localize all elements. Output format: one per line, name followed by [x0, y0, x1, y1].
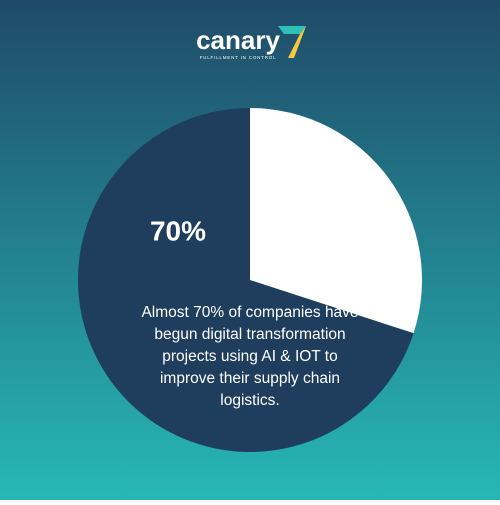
pie	[77, 108, 423, 453]
annotation-line: begun digital transformation	[154, 326, 345, 343]
brand-tagline: FULFILLMENT IN CONTROL	[200, 55, 277, 60]
annotation-line: Almost 70% of companies have	[141, 304, 358, 321]
logo: canary FULFILLMENT IN CONTROL	[196, 25, 306, 60]
value-label: 70%	[150, 215, 206, 246]
logo-mark-stem	[288, 26, 306, 58]
pie-slice	[77, 108, 414, 453]
annotation-line: projects using AI & IOT to	[162, 348, 337, 365]
brand-name: canary	[196, 25, 280, 55]
annotation-line: improve their supply chain	[160, 370, 340, 387]
pie-slice	[250, 108, 423, 334]
annotation-line: logistics.	[220, 392, 279, 409]
logo-mark-top	[278, 26, 306, 34]
